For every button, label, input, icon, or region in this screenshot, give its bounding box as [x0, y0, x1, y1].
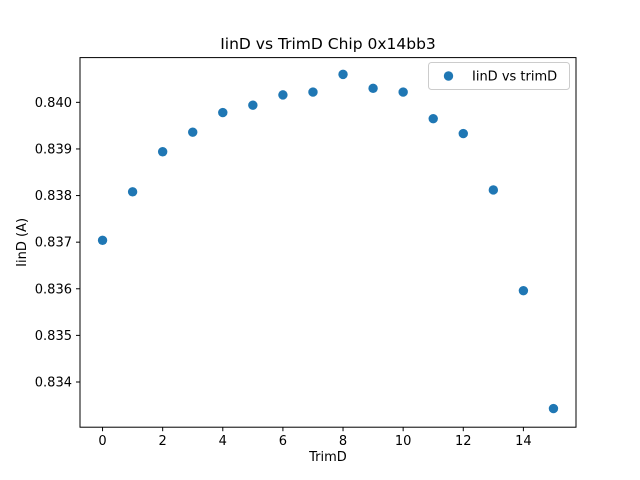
- data-point: [157, 147, 168, 157]
- x-axis-label: TrimD: [308, 450, 347, 465]
- x-tick-label: 0: [98, 434, 106, 449]
- data-point: [127, 187, 138, 197]
- y-tick-label: 0.837: [35, 236, 72, 251]
- data-point: [97, 235, 108, 246]
- data-point: [368, 83, 378, 94]
- x-axis-ticks: 0 2 4 6 8 10 12 14: [98, 427, 532, 449]
- x-tick-label: 12: [455, 434, 472, 449]
- y-tick-label: 0.835: [35, 329, 72, 344]
- data-point: [248, 100, 258, 110]
- y-tick-label: 0.840: [35, 96, 72, 111]
- y-tick-label: 0.836: [35, 282, 72, 297]
- chart-title: IinD vs TrimD Chip 0x14bb3: [220, 35, 436, 53]
- data-point: [398, 87, 408, 97]
- y-axis-ticks: 0.834 0.835 0.836 0.837 0.838 0.839 0.840: [35, 96, 80, 390]
- x-tick-label: 2: [159, 434, 167, 449]
- legend-marker-icon: [443, 71, 454, 81]
- x-tick-label: 6: [279, 434, 287, 449]
- data-point: [188, 127, 198, 137]
- y-tick-label: 0.834: [35, 375, 72, 390]
- legend: IinD vs trimD: [428, 62, 570, 90]
- data-point: [338, 69, 348, 80]
- data-point: [548, 403, 559, 414]
- data-point: [518, 285, 529, 296]
- x-tick-label: 4: [219, 434, 227, 449]
- legend-label: IinD vs trimD: [472, 70, 557, 85]
- legend-box: [428, 62, 570, 90]
- data-point: [218, 107, 228, 118]
- x-tick-label: 8: [339, 434, 347, 449]
- y-axis-label: IinD (A): [15, 218, 30, 267]
- data-point: [308, 87, 318, 97]
- x-tick-label: 10: [395, 434, 412, 449]
- y-tick-label: 0.838: [35, 189, 72, 204]
- data-point: [428, 113, 438, 124]
- data-point: [278, 90, 288, 100]
- y-tick-label: 0.839: [35, 142, 72, 157]
- data-points-group: [97, 69, 559, 414]
- data-point: [488, 185, 499, 195]
- data-point: [458, 128, 468, 139]
- x-tick-label: 14: [515, 434, 532, 449]
- plot-area-spines: [79, 57, 577, 428]
